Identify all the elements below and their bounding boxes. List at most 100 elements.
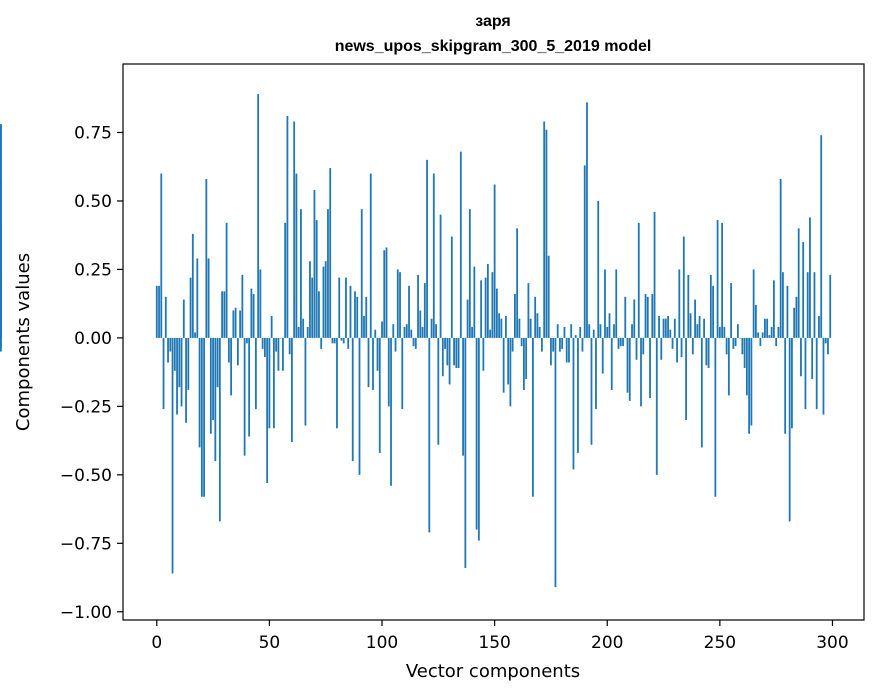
bar xyxy=(588,324,591,338)
bar xyxy=(468,209,471,338)
bar xyxy=(813,272,816,338)
bar xyxy=(268,337,271,429)
bar xyxy=(534,296,537,338)
bar xyxy=(261,337,264,349)
bar xyxy=(723,326,726,338)
bar xyxy=(286,116,289,338)
bar xyxy=(495,288,498,338)
bar xyxy=(698,315,701,338)
chart-subtitle: news_upos_skipgram_300_5_2019 model xyxy=(335,38,652,55)
bar xyxy=(500,318,503,338)
bar xyxy=(376,337,379,371)
bar xyxy=(671,337,674,349)
bar xyxy=(489,329,492,338)
bar xyxy=(653,211,656,338)
bar xyxy=(664,318,667,338)
bar xyxy=(304,337,307,426)
bar xyxy=(750,337,753,426)
bar xyxy=(579,326,582,338)
y-axis-label: Components values xyxy=(13,253,34,431)
bar xyxy=(491,272,494,338)
bar xyxy=(405,324,408,338)
bar xyxy=(167,337,169,363)
bar xyxy=(561,337,564,349)
y-tick-label: 0.25 xyxy=(74,260,112,280)
bar xyxy=(245,337,248,344)
bar xyxy=(606,326,609,338)
bar xyxy=(333,337,336,344)
bar xyxy=(448,337,451,385)
bar xyxy=(795,296,798,338)
bar xyxy=(369,173,372,338)
bar xyxy=(759,337,762,347)
bar xyxy=(714,337,717,497)
bar xyxy=(613,324,615,338)
bar xyxy=(383,250,386,338)
bar xyxy=(520,337,523,347)
bar xyxy=(608,313,611,338)
bar xyxy=(336,337,338,429)
bar xyxy=(176,337,178,415)
bar xyxy=(633,299,636,338)
bar xyxy=(802,242,805,338)
bar xyxy=(282,337,284,371)
bar xyxy=(658,315,660,338)
bar xyxy=(716,220,719,338)
bar xyxy=(216,337,219,388)
bar xyxy=(408,285,410,338)
bar xyxy=(232,310,235,338)
bar xyxy=(444,337,446,349)
bar xyxy=(158,285,160,338)
bar xyxy=(471,326,473,338)
bar xyxy=(784,337,787,434)
x-tick-label: 50 xyxy=(259,633,281,653)
bar xyxy=(667,315,669,338)
x-tick-label: 250 xyxy=(704,633,736,653)
bar xyxy=(597,200,600,338)
bar xyxy=(550,337,552,366)
y-tick-label: −0.25 xyxy=(60,397,112,417)
bar xyxy=(507,337,510,385)
bar xyxy=(536,313,539,338)
bar xyxy=(748,337,751,434)
bar xyxy=(318,291,320,338)
bar xyxy=(322,266,325,338)
bar xyxy=(595,337,597,410)
bar xyxy=(410,329,413,338)
bar xyxy=(309,261,311,338)
bar xyxy=(619,337,622,347)
bar xyxy=(273,337,275,429)
bar xyxy=(473,266,476,338)
bar xyxy=(705,337,708,366)
bar xyxy=(637,222,640,338)
bar xyxy=(390,337,392,486)
bar xyxy=(504,315,507,338)
bar xyxy=(221,291,223,338)
bar xyxy=(678,269,681,338)
bar xyxy=(775,337,778,347)
bar xyxy=(270,315,273,338)
bar xyxy=(669,329,672,338)
bar xyxy=(385,247,388,338)
bar xyxy=(254,337,257,410)
bar xyxy=(745,337,748,396)
bar xyxy=(525,337,528,379)
bar xyxy=(450,236,453,338)
bar xyxy=(284,222,287,338)
bar xyxy=(300,209,302,338)
bar xyxy=(423,283,426,338)
bar xyxy=(200,337,203,497)
bar xyxy=(809,217,811,338)
y-tick-label: 0.50 xyxy=(74,192,112,212)
bar xyxy=(180,337,183,407)
bar xyxy=(773,280,775,338)
bar xyxy=(302,318,305,338)
bar xyxy=(640,337,642,407)
x-tick-label: 0 xyxy=(151,633,162,653)
bar xyxy=(604,269,606,338)
bar xyxy=(230,337,233,396)
bar xyxy=(782,272,784,338)
bar xyxy=(178,337,181,388)
bar xyxy=(815,337,818,410)
bar xyxy=(207,258,210,338)
